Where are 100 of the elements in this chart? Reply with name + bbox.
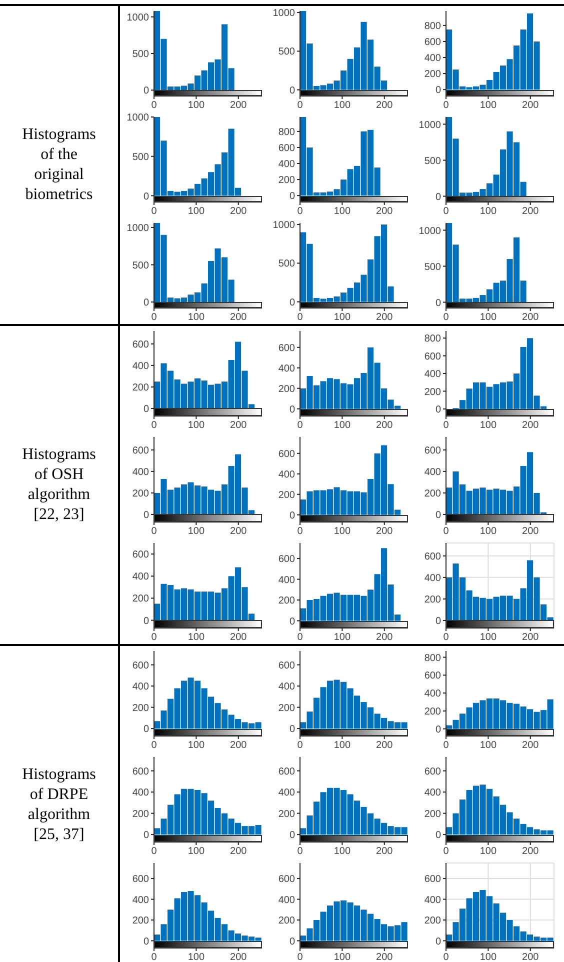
x-tick-label: 200 <box>376 740 394 752</box>
y-tick-label: 500 <box>278 46 296 58</box>
x-tick-label: 0 <box>443 952 450 962</box>
x-tick-label: 100 <box>334 632 351 644</box>
x-tick-label: 100 <box>334 312 351 324</box>
x-tick-label: 100 <box>188 206 205 218</box>
y-tick-label: 200 <box>132 488 150 500</box>
x-tick-label: 200 <box>522 206 540 218</box>
y-tick-label: 400 <box>278 682 296 693</box>
y-tick-label: 400 <box>424 688 442 700</box>
y-tick-label: 0 <box>143 298 150 309</box>
y-tick-label: 0 <box>143 724 150 736</box>
y-tick-label: 400 <box>424 788 442 799</box>
x-tick-label: 200 <box>230 632 248 644</box>
y-tick-label: 600 <box>424 445 442 456</box>
x-tick-label: 100 <box>480 740 497 752</box>
y-tick-label: 600 <box>132 766 150 778</box>
y-tick-label: 0 <box>435 510 442 522</box>
x-tick-label: 0 <box>443 846 450 858</box>
x-tick-label: 200 <box>376 846 394 858</box>
y-tick-label: 0 <box>143 830 150 842</box>
y-tick-label: 400 <box>132 894 150 906</box>
y-tick-label: 1000 <box>418 120 442 131</box>
x-tick-label: 100 <box>480 312 497 324</box>
y-tick-label: 0 <box>435 298 442 309</box>
x-tick-label: 0 <box>443 420 450 432</box>
y-tick-label: 400 <box>132 360 150 372</box>
y-tick-label: 400 <box>278 574 296 586</box>
x-tick-label: 0 <box>151 312 158 324</box>
y-tick-label: 200 <box>278 384 296 395</box>
y-tick-label: 200 <box>132 594 150 605</box>
x-tick-label: 200 <box>230 100 248 112</box>
y-tick-label: 200 <box>278 916 296 927</box>
x-tick-label: 200 <box>376 420 394 432</box>
y-tick-label: 0 <box>435 85 442 96</box>
x-tick-label: 100 <box>188 846 205 858</box>
y-tick-label: 600 <box>278 143 296 154</box>
x-tick-label: 0 <box>443 632 450 644</box>
x-tick-label: 100 <box>334 526 351 538</box>
x-tick-label: 200 <box>230 526 248 538</box>
y-tick-label: 600 <box>278 766 296 778</box>
y-tick-label: 0 <box>289 616 296 628</box>
x-tick-label: 200 <box>522 420 540 432</box>
x-tick-label: 200 <box>376 952 394 962</box>
y-tick-label: 0 <box>435 616 442 628</box>
x-tick-label: 0 <box>297 420 304 432</box>
y-tick-label: 600 <box>424 766 442 778</box>
x-tick-label: 100 <box>334 952 351 962</box>
x-tick-label: 200 <box>376 632 394 644</box>
y-tick-label: 500 <box>132 49 150 60</box>
x-tick-label: 200 <box>230 740 248 752</box>
y-tick-label: 0 <box>289 510 296 522</box>
y-tick-label: 0 <box>289 85 296 96</box>
y-tick-label: 0 <box>289 404 296 416</box>
x-tick-label: 100 <box>334 740 351 752</box>
x-tick-label: 0 <box>151 952 158 962</box>
y-tick-label: 400 <box>278 894 296 906</box>
y-tick-label: 600 <box>424 670 442 682</box>
x-tick-label: 100 <box>188 420 205 432</box>
x-tick-label: 200 <box>230 952 248 962</box>
y-tick-label: 400 <box>278 469 296 480</box>
x-tick-label: 0 <box>443 740 450 752</box>
y-tick-label: 200 <box>278 702 296 714</box>
text: Histograms of OSH algorithm [22, 23] <box>21 445 97 525</box>
y-tick-label: 600 <box>132 339 150 350</box>
y-tick-label: 200 <box>132 382 150 394</box>
x-tick-label: 0 <box>151 206 158 218</box>
y-tick-label: 200 <box>424 488 442 500</box>
x-tick-label: 100 <box>334 206 351 218</box>
y-tick-label: 0 <box>143 616 150 627</box>
y-tick-label: 500 <box>424 156 442 167</box>
y-tick-label: 0 <box>435 192 442 203</box>
y-tick-label: 0 <box>289 297 296 308</box>
x-tick-label: 100 <box>188 312 205 324</box>
y-tick-label: 1000 <box>418 226 442 237</box>
y-tick-label: 800 <box>424 652 442 664</box>
x-tick-label: 0 <box>297 526 304 538</box>
x-tick-label: 100 <box>334 420 351 432</box>
x-tick-label: 0 <box>297 846 304 858</box>
y-tick-label: 0 <box>435 936 442 948</box>
y-tick-label: 0 <box>143 86 150 97</box>
x-tick-label: 0 <box>297 632 304 644</box>
x-tick-label: 100 <box>334 846 351 858</box>
x-tick-label: 100 <box>480 952 497 962</box>
y-tick-label: 1000 <box>272 220 296 232</box>
x-tick-label: 200 <box>522 526 540 538</box>
x-tick-label: 0 <box>297 312 304 324</box>
x-tick-label: 200 <box>522 632 540 644</box>
x-tick-label: 0 <box>297 740 304 752</box>
text: Histograms of the original biometrics <box>21 125 97 205</box>
y-tick-label: 1000 <box>272 8 296 20</box>
x-tick-label: 100 <box>480 420 497 432</box>
y-tick-label: 1000 <box>126 12 150 24</box>
y-tick-label: 0 <box>289 724 296 736</box>
x-tick-label: 100 <box>334 100 351 112</box>
y-tick-label: 400 <box>424 466 442 478</box>
x-tick-label: 200 <box>522 100 540 112</box>
y-tick-label: 400 <box>278 788 296 799</box>
y-tick-label: 0 <box>435 724 442 736</box>
y-tick-label: 800 <box>424 20 442 32</box>
